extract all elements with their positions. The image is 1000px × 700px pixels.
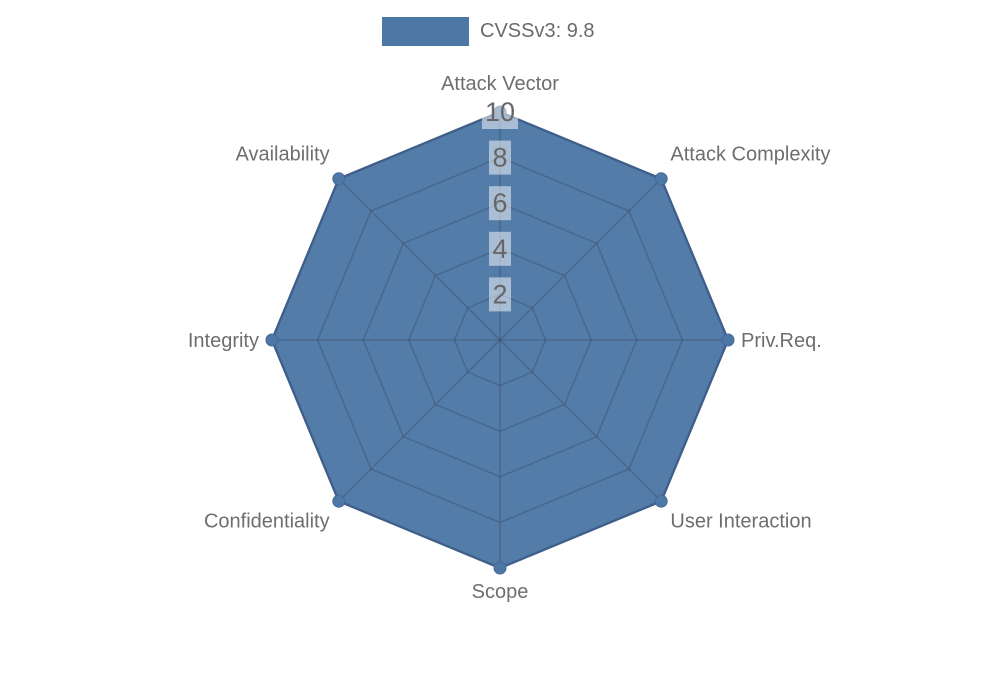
axis-label-priv-req: Priv.Req. — [741, 330, 822, 352]
axis-label-attack-complexity: Attack Complexity — [670, 144, 830, 166]
tick-box-6 — [489, 186, 511, 221]
legend: CVSSv3: 9.8 — [382, 17, 595, 46]
radar-grid-ring-2 — [453, 293, 547, 387]
tick-label-4: 4 — [492, 234, 507, 264]
tick-label-2: 2 — [492, 279, 507, 309]
tick-label-8: 8 — [492, 143, 507, 173]
legend-label: CVSSv3: 9.8 — [480, 20, 595, 42]
tick-box-2 — [489, 277, 511, 312]
axis-label-user-interaction: User Interaction — [670, 510, 811, 532]
radar-spoke-7 — [338, 178, 501, 341]
axis-label-attack-vector: Attack Vector — [441, 73, 559, 95]
radar-vertex-marker-6 — [265, 333, 279, 347]
radar-grid-ring-6 — [362, 202, 638, 478]
axis-label-confidentiality: Confidentiality — [204, 510, 330, 532]
radar-vertex-marker-5 — [332, 494, 346, 508]
radar-vertex-marker-1 — [654, 172, 668, 186]
radar-spoke-1 — [499, 178, 662, 341]
legend-swatch — [382, 17, 469, 46]
tick-box-10 — [482, 95, 518, 129]
radar-vertex-marker-3 — [654, 494, 668, 508]
tick-box-4 — [489, 231, 511, 266]
axis-label-scope: Scope — [472, 581, 529, 603]
radar-vertex-marker-2 — [721, 333, 735, 347]
radar-vertex-marker-4 — [493, 561, 507, 575]
radar-vertex-marker-7 — [332, 172, 346, 186]
radar-spoke-3 — [499, 339, 662, 502]
radar-spoke-5 — [338, 339, 501, 502]
axis-label-integrity: Integrity — [188, 330, 259, 352]
radar-grid-ring-8 — [316, 156, 684, 524]
tick-label-6: 6 — [492, 188, 507, 218]
radar-grid-ring-4 — [407, 247, 593, 433]
tick-label-10: 10 — [485, 97, 515, 127]
axis-label-availability: Availability — [235, 144, 329, 166]
tick-box-8 — [489, 140, 511, 175]
